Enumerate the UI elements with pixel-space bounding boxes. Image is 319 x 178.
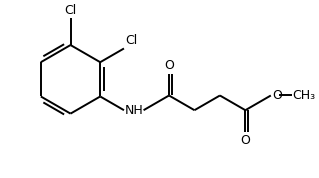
Text: Cl: Cl [125, 35, 137, 48]
Text: Cl: Cl [64, 4, 77, 17]
Text: O: O [164, 59, 174, 72]
Text: O: O [241, 134, 250, 147]
Text: O: O [272, 89, 282, 102]
Text: NH: NH [125, 104, 144, 117]
Text: CH₃: CH₃ [293, 89, 315, 102]
